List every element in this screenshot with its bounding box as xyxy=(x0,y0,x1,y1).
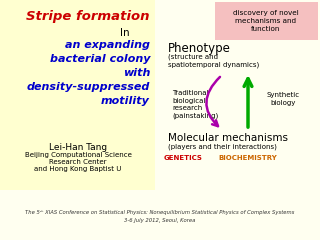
Text: (players and their interactions): (players and their interactions) xyxy=(168,143,277,150)
Text: The 5ᵗʰ XIAS Conference on Statistical Physics: Nonequilibrium Statistical Physi: The 5ᵗʰ XIAS Conference on Statistical P… xyxy=(25,210,295,215)
Text: BIOCHEMISTRY: BIOCHEMISTRY xyxy=(219,155,277,161)
FancyBboxPatch shape xyxy=(0,0,155,190)
Text: Lei-Han Tang: Lei-Han Tang xyxy=(49,143,107,152)
Text: In: In xyxy=(120,28,130,38)
Text: and Hong Kong Baptist U: and Hong Kong Baptist U xyxy=(34,166,122,172)
Text: Research Center: Research Center xyxy=(49,159,107,165)
FancyArrowPatch shape xyxy=(206,77,220,126)
Text: Stripe formation: Stripe formation xyxy=(27,10,150,23)
Text: (structure and
spatiotemporal dynamics): (structure and spatiotemporal dynamics) xyxy=(168,53,259,67)
Text: Traditional
biological
research
(painstaking): Traditional biological research (painsta… xyxy=(172,90,218,119)
Text: 3-6 July 2012, Seoul, Korea: 3-6 July 2012, Seoul, Korea xyxy=(124,218,196,223)
Text: discovery of novel
mechanisms and
function: discovery of novel mechanisms and functi… xyxy=(233,10,299,32)
FancyArrowPatch shape xyxy=(244,79,252,127)
Text: an expanding
bacterial colony
with
density-suppressed
motility: an expanding bacterial colony with densi… xyxy=(27,40,150,106)
Text: Phenotype: Phenotype xyxy=(168,42,231,55)
Text: Beijing Computational Science: Beijing Computational Science xyxy=(25,152,132,158)
Text: GENETICS: GENETICS xyxy=(164,155,203,161)
Bar xyxy=(215,2,318,40)
Text: Synthetic
biology: Synthetic biology xyxy=(267,92,300,106)
Text: Molecular mechanisms: Molecular mechanisms xyxy=(168,133,288,143)
